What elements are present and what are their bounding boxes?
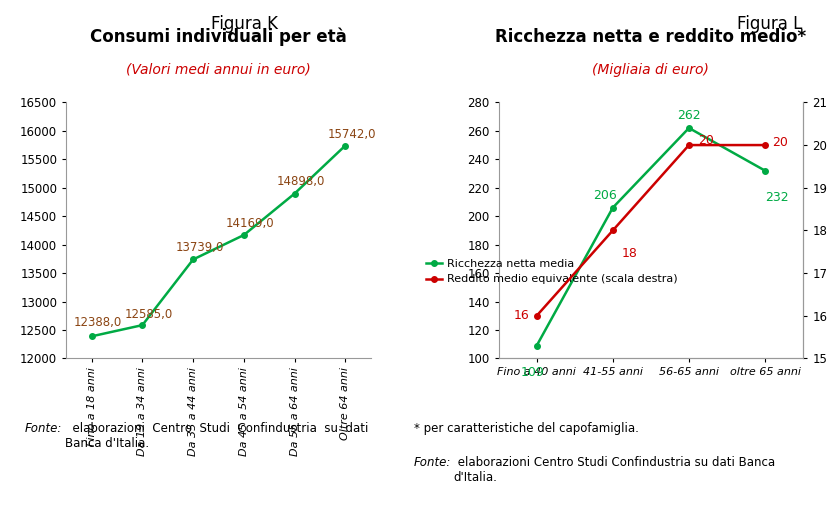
Text: Consumi individuali per età: Consumi individuali per età — [90, 28, 347, 46]
Text: 12388,0: 12388,0 — [74, 316, 122, 329]
Text: elaborazioni  Centro  Studi  Confindustria  su  dati
Banca d'Italia.: elaborazioni Centro Studi Confindustria … — [65, 422, 367, 451]
Text: Figura L: Figura L — [737, 15, 801, 33]
Text: Figura K: Figura K — [211, 15, 277, 33]
Text: elaborazioni Centro Studi Confindustria su dati Banca
d'Italia.: elaborazioni Centro Studi Confindustria … — [453, 456, 774, 484]
Text: 109: 109 — [520, 366, 544, 378]
Text: Fonte:: Fonte: — [25, 422, 62, 435]
Text: 14898,0: 14898,0 — [276, 175, 325, 188]
Text: 20: 20 — [697, 134, 713, 147]
Text: Ricchezza netta e reddito medio*: Ricchezza netta e reddito medio* — [495, 28, 805, 46]
Text: 206: 206 — [593, 189, 616, 202]
Text: 13739,0: 13739,0 — [175, 241, 223, 254]
Text: 12585,0: 12585,0 — [124, 308, 173, 321]
Text: * per caratteristiche del capofamiglia.: * per caratteristiche del capofamiglia. — [414, 422, 638, 435]
Text: 18: 18 — [621, 247, 637, 261]
Legend: Ricchezza netta media, Reddito medio equivalente (scala destra): Ricchezza netta media, Reddito medio equ… — [421, 254, 681, 289]
Text: 262: 262 — [676, 109, 700, 122]
Text: (Migliaia di euro): (Migliaia di euro) — [592, 63, 709, 77]
Text: 16: 16 — [513, 309, 528, 322]
Text: 232: 232 — [764, 190, 787, 204]
Text: 14169,0: 14169,0 — [226, 217, 275, 230]
Text: Fonte:: Fonte: — [414, 456, 451, 468]
Text: 20: 20 — [772, 136, 787, 150]
Text: (Valori medi annui in euro): (Valori medi annui in euro) — [126, 63, 310, 77]
Text: 15742,0: 15742,0 — [327, 128, 375, 141]
